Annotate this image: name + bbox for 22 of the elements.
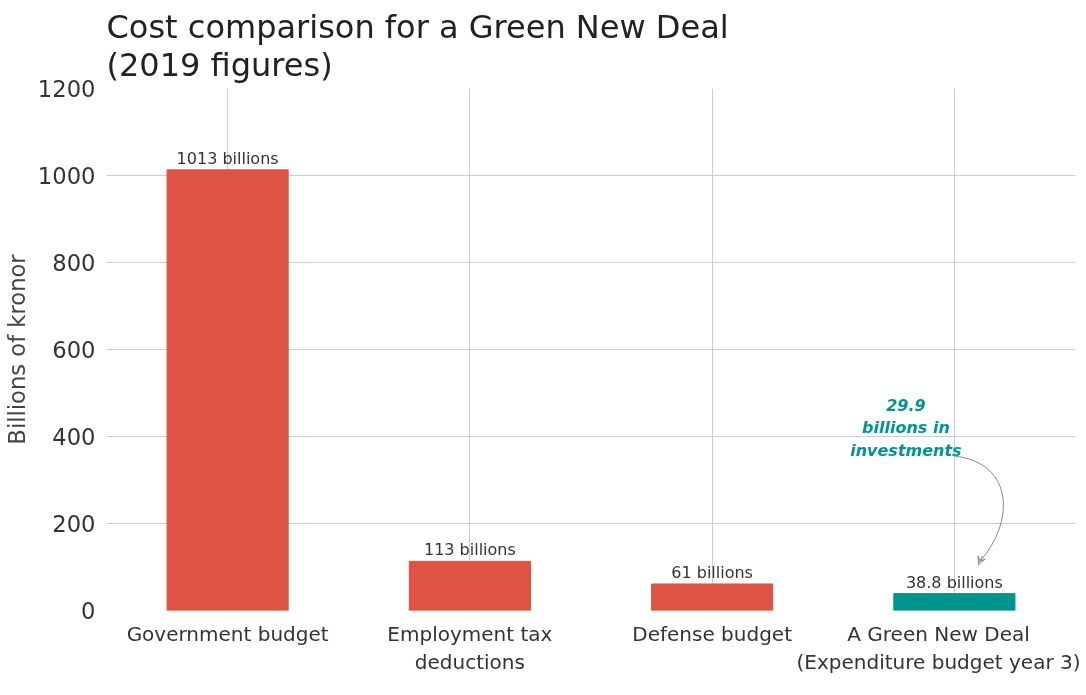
bar	[651, 583, 774, 611]
x-tick-label: Government budget	[126, 621, 329, 646]
bar	[408, 560, 531, 611]
y-tick-label: 400	[52, 424, 96, 450]
x-tick-label: Employment tax deductions	[387, 621, 553, 675]
x-tick-label: Defense budget	[632, 621, 793, 646]
data-label: 61 billions	[671, 562, 753, 582]
y-tick-label: 600	[52, 337, 96, 363]
y-tick-label: 800	[52, 250, 96, 276]
y-tick-label: 200	[52, 511, 96, 537]
data-label: 38.8 billions	[905, 572, 1003, 592]
annotation: 29.9 billions in investments	[850, 395, 962, 461]
x-tick-label: A Green New Deal (Expenditure budget year 3)	[796, 621, 1081, 675]
chart-title: Cost comparison for a Green New Deal (2019 figures)	[106, 7, 729, 84]
bar	[166, 169, 289, 611]
bar	[893, 593, 1016, 611]
data-label: 1013 billions	[176, 148, 279, 168]
y-tick-label: 1000	[37, 163, 96, 189]
data-label: 113 billions	[423, 540, 516, 560]
y-tick-label: 1200	[37, 76, 96, 102]
y-tick-label: 0	[81, 598, 96, 624]
y-axis-title: Billions of kronor	[3, 253, 30, 445]
